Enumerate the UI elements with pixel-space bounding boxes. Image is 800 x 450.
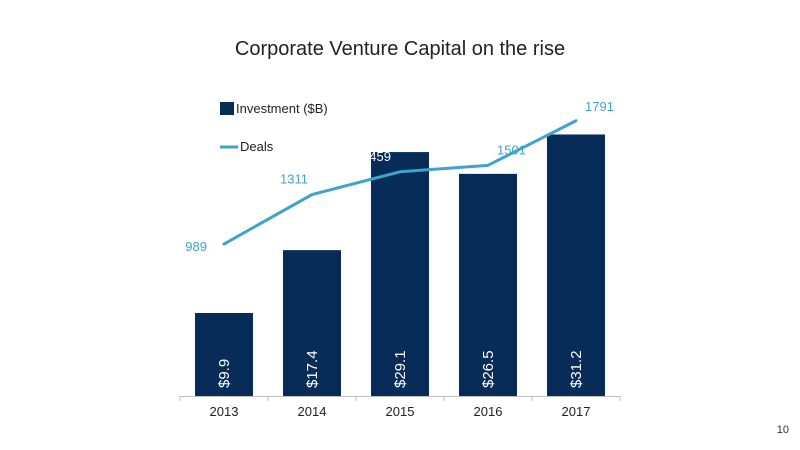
x-tick-label-2014: 2014 (298, 404, 327, 419)
bar-2013 (195, 313, 253, 396)
bar-value-label-2014: $17.4 (304, 350, 321, 388)
bar-value-label-2017: $31.2 (568, 350, 585, 388)
deals-value-label-2013: 989 (185, 239, 207, 254)
bar-value-label-2015: $29.1 (392, 350, 409, 388)
x-tick-label-2016: 2016 (474, 404, 503, 419)
bar-value-label-2013: $9.9 (216, 359, 233, 388)
bar-2014 (283, 250, 341, 396)
x-axis-ticks: 2013 2014 2015 2016 2017 (179, 396, 621, 419)
bar-2015 (371, 152, 429, 396)
bar-2016 (459, 173, 517, 396)
x-tick-label-2017: 2017 (562, 404, 591, 419)
chart-title: Corporate Venture Capital on the rise (234, 38, 566, 60)
legend-investment-label: Investment ($B) (236, 101, 328, 116)
legend: Investment ($B) Deals (220, 101, 328, 154)
x-tick-label-2015: 2015 (386, 404, 415, 419)
deals-value-label-2014: 1311 (280, 172, 308, 187)
bar-2017 (547, 134, 605, 396)
deals-value-label-2016: 1501 (497, 142, 526, 157)
deals-value-label-2015: 1459 (362, 149, 391, 164)
deals-line-layer: 989 1311 1459 1501 1791 (185, 99, 614, 254)
page-number: 10 (776, 424, 789, 436)
x-tick-label-2013: 2013 (210, 404, 239, 419)
legend-deals-label: Deals (240, 139, 274, 154)
deals-value-label-2017: 1791 (585, 99, 614, 114)
bar-value-label-2016: $26.5 (480, 350, 497, 388)
bars-layer: $9.9 $17.4 $29.1 $26.5 $31.2 (195, 134, 605, 396)
legend-investment-swatch (220, 102, 234, 115)
